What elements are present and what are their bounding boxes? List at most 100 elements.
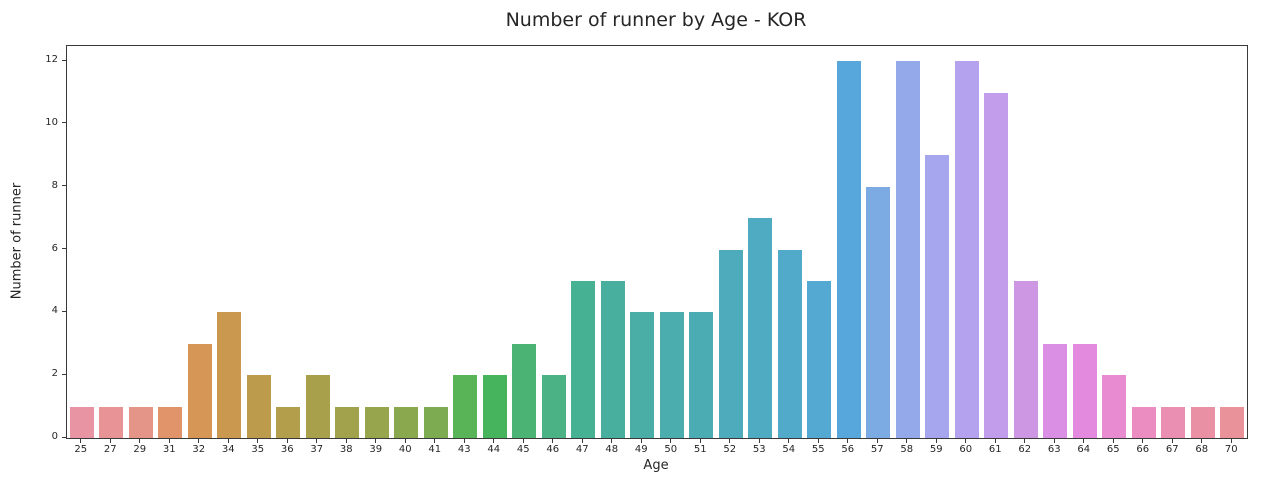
bar-age-62: [1013, 280, 1038, 438]
y-tick-mark: [62, 248, 66, 250]
x-tick-mark: [581, 439, 583, 443]
x-tick-mark: [817, 439, 819, 443]
x-axis-label: Age: [643, 458, 669, 473]
x-tick-label: 56: [841, 444, 855, 455]
bar-age-35: [246, 375, 271, 438]
x-tick-label: 68: [1195, 444, 1209, 455]
x-tick-label: 37: [310, 444, 324, 455]
x-tick-label: 60: [959, 444, 973, 455]
x-tick-mark: [139, 439, 141, 443]
x-tick-mark: [257, 439, 259, 443]
x-tick-mark: [847, 439, 849, 443]
bar-age-46: [541, 375, 566, 438]
x-tick-label: 32: [192, 444, 206, 455]
bar-age-52: [718, 249, 743, 438]
x-tick-mark: [552, 439, 554, 443]
x-tick-label: 50: [664, 444, 678, 455]
bar-age-36: [276, 406, 301, 438]
x-tick-label: 58: [900, 444, 914, 455]
x-tick-mark: [227, 439, 229, 443]
x-tick-mark: [109, 439, 111, 443]
y-tick-label: 12: [45, 54, 58, 66]
y-tick-mark: [62, 373, 66, 375]
bar-age-25: [69, 406, 94, 438]
bars-container: [67, 46, 1247, 438]
x-tick-mark: [1024, 439, 1026, 443]
x-tick-label: 54: [782, 444, 796, 455]
x-tick-label: 45: [516, 444, 530, 455]
bar-age-32: [187, 343, 212, 438]
bar-age-66: [1131, 406, 1156, 438]
x-tick-label: 27: [103, 444, 117, 455]
bar-age-57: [866, 186, 891, 438]
y-tick-label: 8: [51, 179, 58, 191]
x-tick-label: 31: [162, 444, 176, 455]
y-tick-label: 10: [45, 116, 58, 128]
x-tick-label: 55: [811, 444, 825, 455]
x-tick-mark: [522, 439, 524, 443]
x-tick-label: 57: [870, 444, 884, 455]
x-tick-label: 34: [221, 444, 235, 455]
bar-age-48: [600, 280, 625, 438]
x-tick-mark: [1142, 439, 1144, 443]
x-tick-label: 43: [457, 444, 471, 455]
x-tick-label: 48: [605, 444, 619, 455]
x-tick-label: 64: [1077, 444, 1091, 455]
x-tick-mark: [699, 439, 701, 443]
bar-age-59: [925, 155, 950, 438]
x-tick-mark: [935, 439, 937, 443]
y-tick-label: 6: [51, 242, 58, 254]
bar-age-40: [394, 406, 419, 438]
bar-age-43: [453, 375, 478, 438]
x-tick-mark: [1171, 439, 1173, 443]
bar-age-50: [659, 312, 684, 438]
x-tick-label: 51: [693, 444, 707, 455]
bar-age-27: [99, 406, 124, 438]
x-tick-mark: [1053, 439, 1055, 443]
bar-age-65: [1102, 375, 1127, 438]
x-tick-label: 52: [723, 444, 737, 455]
x-tick-label: 44: [487, 444, 501, 455]
x-tick-label: 41: [428, 444, 442, 455]
y-tick-mark: [62, 310, 66, 312]
x-tick-mark: [611, 439, 613, 443]
x-tick-label: 29: [133, 444, 147, 455]
x-tick-mark: [493, 439, 495, 443]
x-tick-mark: [965, 439, 967, 443]
x-tick-mark: [1083, 439, 1085, 443]
x-tick-mark: [198, 439, 200, 443]
x-tick-label: 47: [575, 444, 589, 455]
y-axis-label: Number of runner: [9, 182, 25, 300]
bar-age-29: [128, 406, 153, 438]
x-tick-mark: [404, 439, 406, 443]
x-tick-label: 35: [251, 444, 265, 455]
x-tick-mark: [729, 439, 731, 443]
x-tick-label: 62: [1018, 444, 1032, 455]
x-tick-label: 40: [398, 444, 412, 455]
bar-age-53: [748, 218, 773, 438]
x-tick-label: 39: [369, 444, 383, 455]
bar-age-56: [836, 61, 861, 438]
bar-age-51: [689, 312, 714, 438]
bar-age-68: [1190, 406, 1215, 438]
y-tick-label: 4: [51, 305, 58, 317]
bar-age-44: [482, 375, 507, 438]
bar-age-34: [217, 312, 242, 438]
x-tick-mark: [640, 439, 642, 443]
x-tick-mark: [463, 439, 465, 443]
x-tick-mark: [375, 439, 377, 443]
x-tick-mark: [1201, 439, 1203, 443]
bar-age-49: [630, 312, 655, 438]
y-tick-label: 0: [51, 431, 58, 442]
y-tick-label: 2: [51, 368, 58, 380]
x-tick-label: 25: [74, 444, 88, 455]
bar-age-31: [158, 406, 183, 438]
x-tick-label: 70: [1224, 444, 1238, 455]
bar-age-39: [364, 406, 389, 438]
y-tick-mark: [62, 436, 66, 438]
bar-age-38: [335, 406, 360, 438]
x-tick-label: 53: [752, 444, 766, 455]
y-tick-mark: [62, 185, 66, 187]
x-tick-mark: [80, 439, 82, 443]
